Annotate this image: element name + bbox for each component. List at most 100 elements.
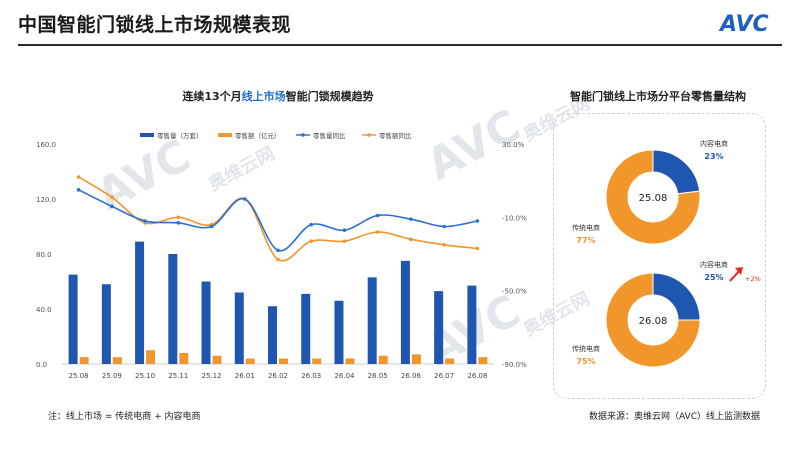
slice-name-label: 传统电商 [572,344,600,353]
legend-swatch-marker [367,133,371,137]
chart-title-part: 线上市场 [242,89,286,103]
bar-volume [367,277,377,364]
title-divider [18,44,782,46]
bar-volume [101,284,111,364]
line-point [409,237,413,242]
line-point [342,239,347,243]
bar-volume [400,260,410,364]
line-point [176,215,181,220]
bar-value [411,354,421,364]
donut-slice [605,149,701,245]
bar-value [345,358,355,364]
line-point [475,246,480,251]
line-point [442,224,446,229]
bar-volume [168,254,178,364]
bar-value [279,358,288,364]
bar-value [312,358,322,364]
slice-percent-label: 75% [576,357,595,366]
legend-label: 零售量同比 [313,131,346,140]
x-tick-label: 25.10 [135,372,155,380]
x-tick-label: 25.12 [202,372,222,380]
donut-center-label: 26.08 [639,316,668,327]
pie-chart-title: 智能门锁线上市场分平台零售量结构 [570,89,746,103]
y-right-tick-label: -10.0% [502,214,527,222]
slice-name-label: 内容电商 [700,260,728,269]
bar-volume [467,285,477,364]
line-point [309,222,314,227]
x-tick-label: 26.08 [467,372,487,380]
y-right-tick-label: -90.0% [502,361,527,369]
y-left-tick-label: 40.0 [36,306,52,314]
bar-value [112,357,122,364]
footnote: 注：线上市场 = 传统电商 + 内容电商 [48,412,201,422]
x-tick-label: 25.11 [168,372,188,380]
avc-logo: AVC [718,12,769,36]
line-point [209,224,214,229]
legend-label: 零售额（亿元） [235,131,281,140]
chart-title-part: 连续13个月 [182,89,241,103]
legend-swatch [140,133,154,137]
bar-volume [135,241,145,364]
y-left-tick-label: 80.0 [36,251,52,259]
page-title: 中国智能门锁线上市场规模表现 [18,14,292,36]
bar-volume [268,306,277,364]
line-point [442,243,446,247]
bar-volume [334,300,344,364]
bar-volume [301,293,311,364]
line-point [342,228,347,232]
y-left-tick-label: 120.0 [36,196,56,204]
bar-value [478,357,488,364]
x-tick-label: 26.03 [301,372,321,380]
line-point [110,195,114,199]
x-tick-label: 26.06 [401,372,422,380]
slice-percent-label: 23% [704,152,723,161]
bar-value [146,350,156,364]
bar-volume [234,292,244,364]
bar-value [378,355,388,364]
y-left-tick-label: 160.0 [36,141,56,149]
chart-title-part: 智能门锁规模趋势 [286,89,374,103]
donut-slice [652,149,701,195]
bar-volume [434,291,444,364]
y-left-tick-label: 0.0 [36,361,47,369]
slice-percent-label: 77% [576,236,595,245]
line-point [375,230,380,234]
bar-value [445,358,455,364]
slice-name-label: 传统电商 [572,223,600,232]
line-point [309,239,314,243]
line-point [375,213,380,218]
x-tick-label: 26.07 [434,372,454,380]
x-tick-label: 26.01 [235,372,255,380]
bar-value [179,353,189,364]
increase-arrow-head-icon [735,267,743,275]
donut-center-label: 25.08 [639,193,668,204]
line-point [176,221,181,225]
bar-value [212,355,222,364]
y-right-tick-label: -50.0% [502,288,527,296]
slice-name-label: 内容电商 [700,139,728,148]
line-point [110,204,114,209]
line-point [143,219,147,223]
bar-value [79,357,89,364]
line-point [409,217,413,221]
bar-value [245,358,255,364]
line-point [242,197,247,201]
line-point [475,219,480,223]
x-tick-label: 26.05 [368,372,388,380]
line-point [76,175,81,179]
legend-swatch [218,133,232,137]
donut-slice [605,272,701,368]
chart-title: 连续13个月线上市场智能门锁规模趋势 [182,89,373,103]
logo-text: AVC [718,12,769,36]
slice-percent-label: 25% [704,273,723,282]
legend-label: 零售额同比 [379,131,412,140]
y-right-tick-label: 30.0% [502,141,525,149]
bar-volume [68,274,78,364]
data-source: 数据来源：奥维云网（AVC）线上监测数据 [588,412,760,422]
change-note: +2% [745,275,761,283]
platform-structure-panel [553,113,766,399]
x-tick-label: 26.04 [334,372,355,380]
line-point [76,188,81,192]
x-tick-label: 25.08 [69,372,89,380]
